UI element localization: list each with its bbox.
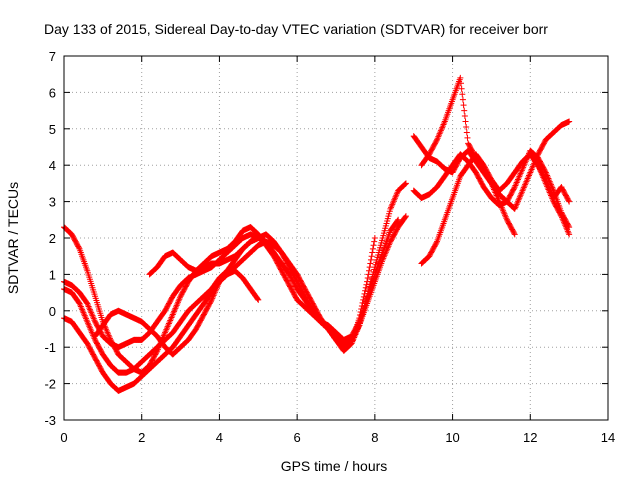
y-tick-label: 1 (49, 267, 56, 282)
x-tick-label: 8 (371, 430, 378, 445)
y-tick-label: 3 (49, 195, 56, 210)
data-point (461, 107, 468, 114)
data-point (461, 113, 468, 120)
data-point (369, 249, 376, 256)
data-point (542, 175, 549, 182)
data-point (356, 312, 363, 319)
data-point (433, 137, 440, 144)
data-point (358, 302, 365, 309)
data-point (359, 299, 366, 306)
x-tick-label: 0 (60, 430, 67, 445)
data-point (361, 290, 368, 297)
data-point (459, 96, 466, 103)
data-point (395, 216, 402, 223)
series-layer (61, 74, 573, 394)
data-point (362, 284, 369, 291)
y-tick-label: -2 (44, 377, 56, 392)
data-point (459, 91, 466, 98)
data-point (401, 181, 408, 188)
grid-layer (64, 56, 608, 420)
y-tick-label: 5 (49, 122, 56, 137)
data-point (366, 267, 373, 274)
data-point (366, 264, 373, 271)
data-point (365, 271, 372, 278)
data-point (511, 230, 518, 237)
x-tick-label: 12 (523, 430, 537, 445)
y-tick-label: 7 (49, 49, 56, 64)
data-point (566, 198, 573, 205)
data-point (355, 323, 362, 330)
data-point (402, 181, 409, 188)
data-point (457, 80, 464, 87)
data-point (463, 129, 470, 136)
data-point (369, 245, 376, 252)
data-point (457, 74, 464, 81)
data-point (367, 256, 374, 263)
data-point (371, 235, 378, 241)
x-tick-label: 4 (216, 430, 223, 445)
data-point (364, 275, 371, 282)
data-point (402, 180, 409, 187)
data-point (566, 118, 573, 125)
data-point (360, 293, 367, 300)
series-track-11 (519, 151, 573, 205)
series-track-9 (418, 74, 518, 238)
data-point (208, 298, 215, 305)
y-tick-label: 2 (49, 231, 56, 246)
x-tick-label: 14 (601, 430, 615, 445)
y-axis-label: SDTVAR / TECUs (5, 182, 21, 294)
data-point (364, 278, 371, 285)
data-point (363, 281, 370, 288)
series-track-1 (61, 216, 402, 376)
data-point (402, 213, 409, 220)
x-tick-label: 6 (294, 430, 301, 445)
data-point (394, 217, 401, 224)
data-point (460, 102, 467, 109)
data-point (370, 242, 377, 249)
data-point (75, 244, 82, 251)
data-point (255, 235, 262, 241)
y-tick-label: 6 (49, 85, 56, 100)
series-track-5 (92, 267, 262, 358)
x-tick-label: 2 (138, 430, 145, 445)
data-point (402, 214, 409, 221)
data-point (566, 231, 573, 238)
y-tick-label: -1 (44, 340, 56, 355)
y-tick-label: 0 (49, 304, 56, 319)
data-point (462, 118, 469, 125)
data-point (371, 238, 378, 245)
data-point (458, 85, 465, 92)
data-point (557, 211, 564, 218)
data-point (511, 185, 518, 192)
data-point (511, 231, 518, 238)
series-track-4 (61, 213, 409, 376)
data-point (367, 260, 374, 267)
data-point (565, 197, 572, 204)
data-point (254, 295, 261, 302)
data-point (433, 239, 440, 246)
data-point (368, 253, 375, 260)
chart-title: Day 133 of 2015, Sidereal Day-to-day VTE… (44, 21, 548, 37)
x-axis-label: GPS time / hours (281, 458, 388, 474)
data-point (255, 296, 262, 303)
data-point (362, 287, 369, 294)
y-tick-label: 4 (49, 158, 56, 173)
data-point (464, 134, 471, 141)
data-point (463, 123, 470, 130)
y-tick-label: -3 (44, 413, 56, 428)
series-track-6 (146, 235, 262, 278)
x-tick-label: 10 (445, 430, 459, 445)
data-point (360, 296, 367, 303)
